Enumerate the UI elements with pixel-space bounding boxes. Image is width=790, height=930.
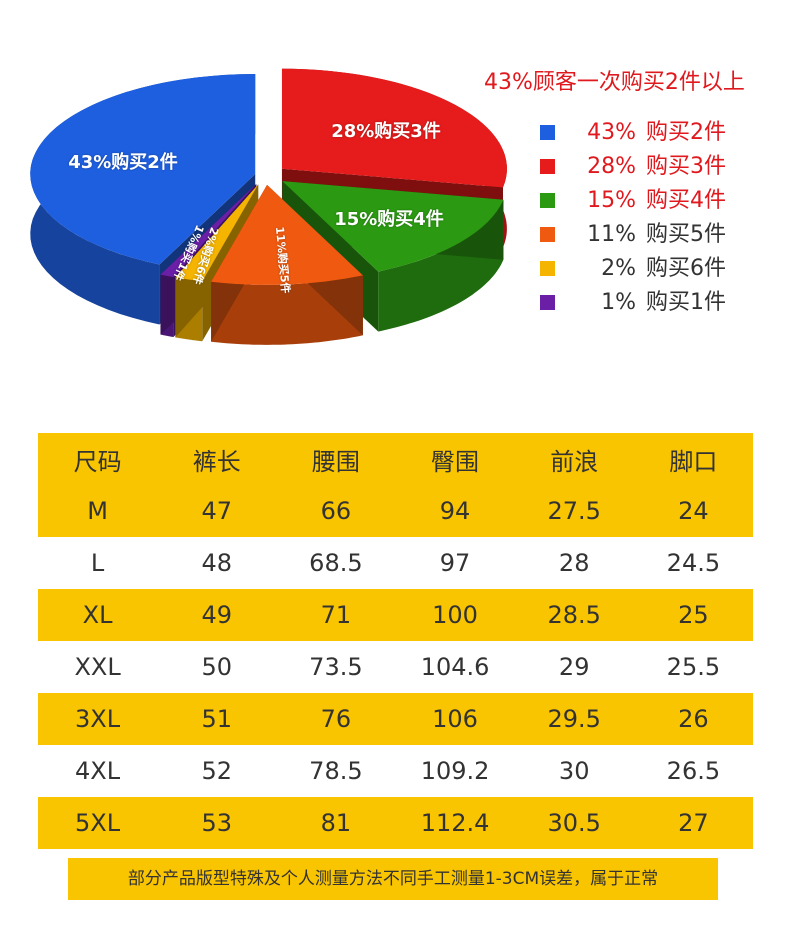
legend-percent: 2% bbox=[601, 256, 636, 281]
table-cell: 66 bbox=[320, 497, 352, 525]
table-header-cell: 尺码 bbox=[73, 447, 122, 476]
legend-swatch bbox=[540, 125, 555, 140]
pie-slice-top bbox=[211, 184, 363, 285]
table-cell: 76 bbox=[320, 705, 352, 733]
table-cell: 49 bbox=[201, 601, 232, 629]
legend-text: 购买2件 bbox=[646, 120, 726, 145]
table-cell: 51 bbox=[201, 705, 232, 733]
pie-chart bbox=[30, 68, 507, 345]
table-row: XXL 50 73.5 104.6 29 25.5 bbox=[38, 641, 753, 693]
table-cell: 5XL bbox=[75, 809, 121, 837]
table-cell: 81 bbox=[320, 809, 352, 837]
table-cell: 109.2 bbox=[420, 757, 490, 785]
table-cell: 25 bbox=[678, 601, 709, 629]
footnote: 部分产品版型特殊及个人测量方法不同手工测量1-3CM误差，属于正常 bbox=[68, 858, 718, 900]
table-row: M 47 66 94 27.5 24 bbox=[38, 485, 753, 537]
table-cell: 27.5 bbox=[547, 497, 601, 525]
table-cell: 29.5 bbox=[547, 705, 601, 733]
table-cell: 68.5 bbox=[309, 549, 363, 577]
table-cell: 104.6 bbox=[420, 653, 490, 681]
pie-chart-area: 28%购买3件 43%购买2件 15%购买4件 1%购买1件 2%购买6件 11%购买5件 bbox=[0, 0, 790, 420]
pie-slice-top bbox=[175, 184, 259, 282]
table-cell: 26.5 bbox=[666, 757, 721, 785]
headline: 43%顾客一次购买2件以上 bbox=[484, 70, 745, 95]
legend-percent: 1% bbox=[601, 290, 636, 315]
table-header-cell: 前浪 bbox=[550, 447, 599, 476]
table-header-cell: 裤长 bbox=[192, 447, 241, 476]
pie-slice-side bbox=[378, 199, 504, 332]
table-cell: 53 bbox=[201, 809, 232, 837]
table-cell: 3XL bbox=[75, 705, 121, 733]
table-cell: 97 bbox=[439, 549, 471, 577]
table-cell: 106 bbox=[432, 705, 478, 733]
table-cell: 24.5 bbox=[666, 549, 721, 577]
table-cell: 47 bbox=[201, 497, 232, 525]
table-cell: XL bbox=[82, 601, 113, 629]
table-header-cell: 臀围 bbox=[431, 447, 480, 476]
legend-swatch bbox=[540, 193, 555, 208]
table-row: L 48 68.5 97 28 24.5 bbox=[38, 537, 753, 589]
table-cell: 27 bbox=[678, 809, 709, 837]
table-header-cell: 腰围 bbox=[311, 447, 360, 476]
table-cell: 71 bbox=[320, 601, 352, 629]
table-cell: 94 bbox=[439, 497, 471, 525]
pie-slice-top bbox=[30, 74, 256, 265]
table-cell: 50 bbox=[201, 653, 232, 681]
table-cell: XXL bbox=[74, 653, 121, 681]
legend-percent: 15% bbox=[587, 188, 636, 213]
size-table: 尺码 裤长 腰围 臀围 前浪 脚口 M 47 66 94 27.5 24 L 48 68.5 97 28 24.… bbox=[38, 433, 753, 849]
legend-percent: 28% bbox=[587, 154, 636, 179]
legend-swatch bbox=[540, 227, 555, 242]
legend-text: 购买5件 bbox=[646, 222, 726, 247]
legend-percent: 43% bbox=[587, 120, 636, 145]
table-cell: 30 bbox=[558, 757, 590, 785]
pie-slice-top bbox=[282, 181, 504, 272]
legend-text: 购买6件 bbox=[646, 256, 726, 281]
legend-text: 购买1件 bbox=[646, 290, 726, 315]
table-cell: 4XL bbox=[75, 757, 121, 785]
table-cell: 28.5 bbox=[547, 601, 601, 629]
table-cell: 25.5 bbox=[666, 653, 721, 681]
table-cell: 24 bbox=[678, 497, 709, 525]
legend-swatch bbox=[540, 159, 555, 174]
pie-slice-label: 43%购买2件 bbox=[68, 152, 178, 173]
table-cell: 112.4 bbox=[420, 809, 490, 837]
table-row: XL 49 71 100 28.5 25 bbox=[38, 589, 753, 641]
table-row: 4XL 52 78.5 109.2 30 26.5 bbox=[38, 745, 753, 797]
table-cell: 26 bbox=[678, 705, 709, 733]
table-cell: 73.5 bbox=[309, 653, 363, 681]
pie-slice-face bbox=[175, 184, 259, 338]
pie-slice-label: 28%购买3件 bbox=[331, 121, 441, 142]
table-cell: 52 bbox=[201, 757, 232, 785]
table-header-row: 尺码 裤长 腰围 臀围 前浪 脚口 bbox=[38, 433, 753, 485]
table-cell: 29 bbox=[558, 653, 590, 681]
table-row: 3XL 51 76 106 29.5 26 bbox=[38, 693, 753, 745]
table-header-cell: 脚口 bbox=[669, 447, 718, 476]
legend-swatch bbox=[540, 261, 555, 276]
table-cell: 100 bbox=[432, 601, 478, 629]
pie-slice-top bbox=[160, 184, 257, 278]
table-cell: 78.5 bbox=[309, 757, 363, 785]
legend-text: 购买4件 bbox=[646, 188, 726, 213]
pie-slice-label: 15%购买4件 bbox=[334, 209, 444, 230]
table-cell: M bbox=[87, 497, 108, 525]
pie-slice-3 bbox=[211, 184, 363, 345]
table-cell: L bbox=[90, 549, 105, 577]
table-cell: 48 bbox=[201, 549, 232, 577]
table-cell: 28 bbox=[558, 549, 590, 577]
legend-text: 购买3件 bbox=[646, 154, 726, 179]
table-row: 5XL 53 81 112.4 30.5 27 bbox=[38, 797, 753, 849]
pie-slice-top bbox=[281, 68, 507, 188]
legend-percent: 11% bbox=[587, 222, 636, 247]
table-cell: 30.5 bbox=[547, 809, 601, 837]
legend-swatch bbox=[540, 295, 555, 310]
